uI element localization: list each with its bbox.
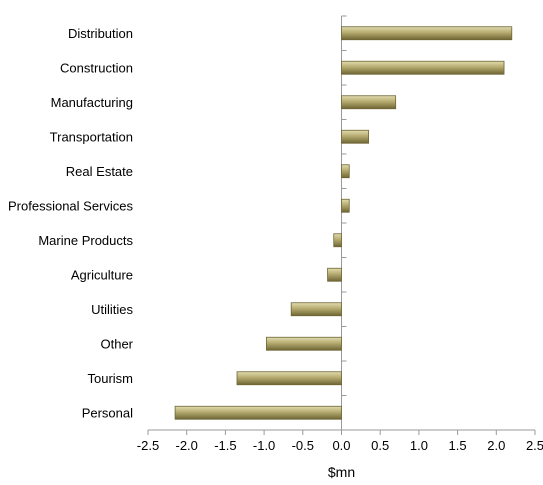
x-tick-label: 0.0: [332, 438, 350, 453]
bar: [266, 336, 342, 351]
category-label: Utilities: [91, 302, 133, 317]
bar: [341, 164, 350, 179]
category-label: Transportation: [50, 129, 133, 144]
x-tick-label: 2.5: [526, 438, 543, 453]
x-tick-label: -1.0: [253, 438, 275, 453]
category-label: Personal: [82, 405, 133, 420]
x-tick-label: 1.0: [410, 438, 428, 453]
category-label: Agriculture: [71, 267, 133, 282]
x-tick-labels: -2.5 -2.0 -1.5 -1.0 -0.5 0.0 0.5 1.0 1.5 2.0 2.5: [137, 438, 543, 453]
category-label: Other: [100, 336, 133, 351]
category-labels: Distribution Construction Manufacturing Tra…: [8, 26, 134, 421]
x-tick-label: -0.5: [292, 438, 314, 453]
chart-axes: [147, 15, 536, 435]
bar: [236, 371, 342, 386]
x-tick-label: -1.5: [214, 438, 236, 453]
x-axis-title: $mn: [328, 464, 355, 480]
x-tick-label: 0.5: [371, 438, 389, 453]
chart-bars: [174, 26, 513, 420]
category-label: Manufacturing: [51, 95, 133, 110]
bar: [341, 129, 369, 144]
bar: [333, 233, 342, 248]
bar: [341, 198, 350, 213]
bar: [290, 302, 342, 317]
bar: [341, 26, 513, 41]
bar: [341, 60, 505, 75]
x-tick-label: 1.5: [449, 438, 467, 453]
bar: [174, 405, 342, 420]
bar: [341, 95, 397, 110]
x-tick-label: 2.0: [487, 438, 505, 453]
category-label: Professional Services: [8, 198, 133, 213]
x-tick-label: -2.5: [137, 438, 159, 453]
category-label: Marine Products: [38, 233, 133, 248]
category-label: Tourism: [87, 371, 133, 386]
x-tick-label: -2.0: [175, 438, 197, 453]
category-label: Real Estate: [66, 164, 133, 179]
category-label: Distribution: [68, 26, 133, 41]
bar: [327, 267, 342, 282]
category-label: Construction: [60, 60, 133, 75]
